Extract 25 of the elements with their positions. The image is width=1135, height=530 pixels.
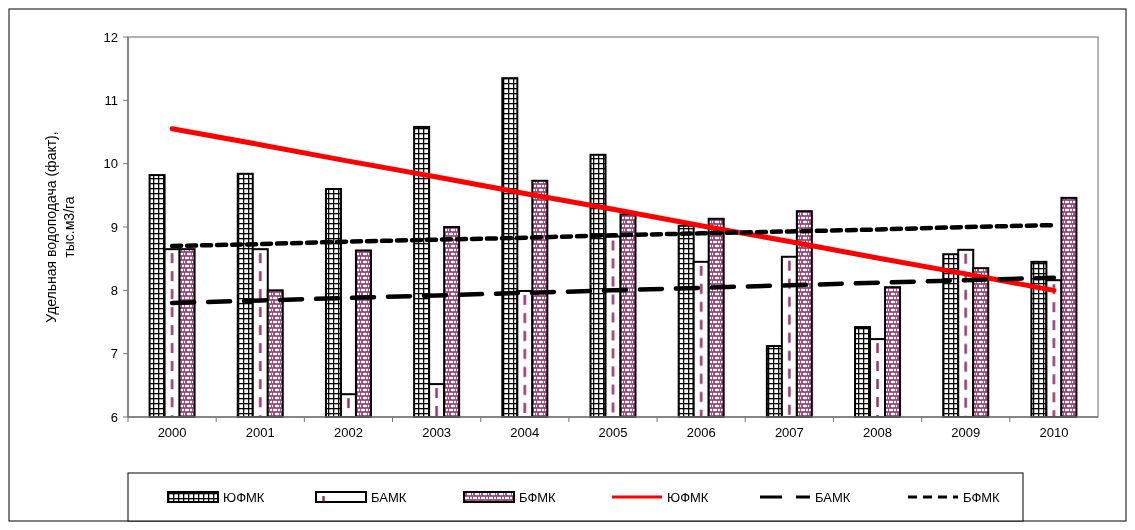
legend-label: БАМК bbox=[815, 489, 851, 505]
x-tick-label: 2008 bbox=[863, 425, 893, 440]
legend-label: БФМК bbox=[519, 489, 557, 505]
x-tick-label: 2007 bbox=[774, 425, 804, 440]
x-tick-label: 2004 bbox=[510, 425, 540, 440]
legend-label: БАМК bbox=[371, 489, 407, 505]
x-tick-label: 2010 bbox=[1039, 425, 1069, 440]
y-axis-title: Удельная водоподача (факт), тыс.м3/га bbox=[43, 131, 77, 323]
y-tick-label: 8 bbox=[110, 282, 118, 298]
legend-label: БФМК bbox=[963, 489, 1001, 505]
x-tick-label: 2000 bbox=[157, 425, 187, 440]
x-tick-label: 2009 bbox=[951, 425, 981, 440]
x-tick-label: 2006 bbox=[686, 425, 716, 440]
y-tick-label: 6 bbox=[110, 409, 118, 425]
x-tick-label: 2001 bbox=[245, 425, 275, 440]
y-tick-label: 12 bbox=[103, 29, 118, 45]
x-tick-label: 2003 bbox=[422, 425, 452, 440]
x-tick-label: 2005 bbox=[598, 425, 628, 440]
y-tick-label: 7 bbox=[110, 346, 118, 362]
y-tick-label: 11 bbox=[104, 92, 118, 108]
y-tick-label: 9 bbox=[110, 219, 118, 235]
x-tick-label: 2002 bbox=[333, 425, 363, 440]
y-tick-label: 10 bbox=[103, 156, 118, 172]
legend-label: ЮФМК bbox=[667, 489, 709, 505]
legend-label: ЮФМК bbox=[223, 489, 265, 505]
